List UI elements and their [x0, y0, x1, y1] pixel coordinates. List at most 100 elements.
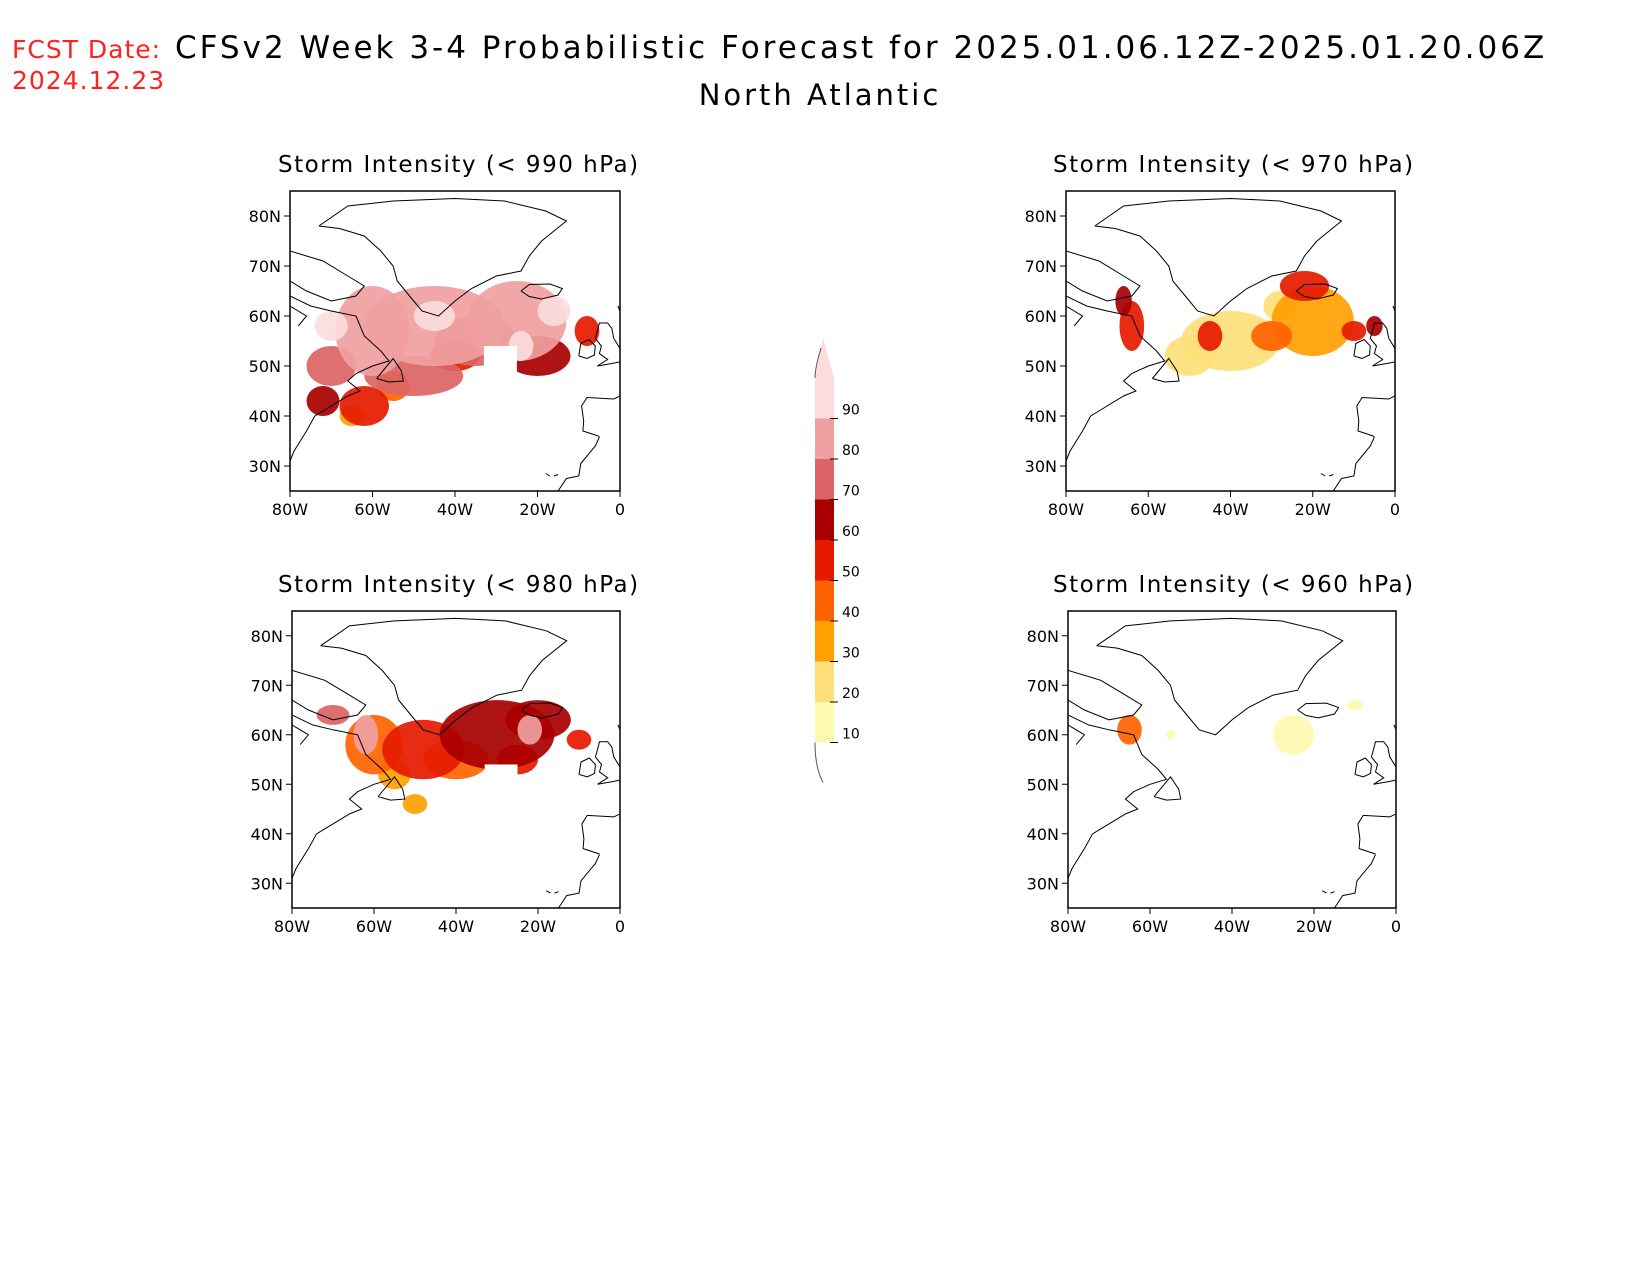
x-tick-label: 20W — [520, 917, 556, 936]
coastline — [1329, 474, 1334, 477]
coastline — [1320, 473, 1326, 477]
colorbar-swatch — [815, 621, 834, 662]
x-tick-label: 0 — [1390, 500, 1400, 519]
panel-title-970: Storm Intensity (< 970 hPa) — [1053, 152, 1415, 178]
x-tick-label: 80W — [1048, 500, 1084, 519]
x-tick-label: 80W — [274, 917, 310, 936]
coastline — [292, 714, 392, 879]
colorbar-swatch — [815, 499, 834, 540]
x-tick-label: 60W — [356, 917, 392, 936]
x-tick-label: 40W — [1212, 500, 1248, 519]
colorbar-label: 90 — [842, 403, 860, 419]
coastline — [1066, 250, 1141, 302]
probability-cell — [353, 714, 379, 755]
coastline — [578, 757, 596, 778]
coastline — [1297, 702, 1340, 719]
probability-cell — [1279, 271, 1330, 301]
x-tick-label: 80W — [1050, 917, 1086, 936]
probability-cell — [517, 714, 543, 745]
coastline — [292, 724, 310, 745]
y-tick-label: 30N — [1027, 874, 1059, 893]
y-tick-label: 60N — [1027, 726, 1059, 745]
coastline — [545, 473, 551, 477]
colorbar-edge — [814, 347, 822, 379]
coastline — [553, 474, 559, 477]
y-tick-label: 30N — [1025, 457, 1057, 476]
y-tick-label: 70N — [1025, 257, 1057, 276]
probability-cell — [1271, 286, 1354, 356]
x-tick-label: 0 — [1391, 917, 1401, 936]
probability-cell — [1117, 714, 1142, 745]
colorbar-label: 20 — [842, 686, 860, 702]
probability-cell — [467, 281, 567, 361]
y-tick-label: 80N — [1025, 207, 1057, 226]
probability-cell — [1197, 321, 1223, 351]
coastline — [1096, 617, 1344, 736]
y-tick-label: 30N — [249, 457, 281, 476]
coastline — [1334, 854, 1376, 908]
coastline — [1354, 757, 1372, 778]
colorbar-swatch — [815, 459, 834, 500]
coastline — [290, 250, 366, 302]
y-tick-label: 40N — [1025, 407, 1057, 426]
probability-cell — [1166, 729, 1175, 740]
colorbar-label: 30 — [842, 646, 860, 662]
x-tick-label: 20W — [1295, 500, 1331, 519]
probability-field-1 — [1066, 197, 1395, 491]
y-tick-label: 40N — [1027, 825, 1059, 844]
probability-cell — [566, 729, 592, 750]
map-panel-2: 80N 70N 60N 50N 40N 30N 80W 60W 40W 20W 0 — [251, 610, 625, 936]
coastline — [557, 436, 600, 491]
y-tick-label: 40N — [251, 825, 283, 844]
probability-cell — [306, 386, 340, 416]
coastline — [1369, 322, 1395, 367]
colorbar-swatch — [815, 418, 834, 459]
colorbar-label: 40 — [842, 605, 860, 621]
probability-cell — [316, 705, 350, 725]
y-tick-label: 80N — [249, 207, 281, 226]
coastline — [1330, 891, 1335, 894]
colorbar-top-wedge — [815, 338, 834, 378]
y-tick-label: 50N — [249, 357, 281, 376]
forecast-date-value: 2024.12.23 — [12, 66, 166, 95]
colorbar-swatch — [815, 540, 834, 581]
coastline — [581, 813, 620, 855]
probability-cell — [413, 301, 455, 331]
probability-cell — [335, 286, 410, 376]
y-tick-label: 60N — [249, 307, 281, 326]
coastline — [292, 669, 367, 721]
colorbar-bottom-edge — [814, 742, 824, 783]
coastline — [594, 322, 620, 367]
colorbar-swatch — [815, 378, 834, 419]
missing-data-cell — [483, 346, 517, 376]
y-tick-label: 30N — [251, 874, 283, 893]
probability-cell — [537, 296, 571, 326]
x-tick-label: 60W — [1130, 500, 1166, 519]
coastline — [1357, 813, 1396, 855]
map-panel-0: 80N 70N 60N 50N 40N 30N 80W 60W 40W 20W 0 — [249, 190, 625, 519]
y-tick-label: 80N — [251, 627, 283, 646]
colorbar-label: 50 — [842, 565, 860, 581]
coastline — [1353, 338, 1371, 360]
x-tick-label: 20W — [519, 500, 555, 519]
y-tick-label: 60N — [251, 726, 283, 745]
coastline — [1068, 714, 1168, 879]
coastline — [290, 305, 308, 327]
y-tick-label: 50N — [251, 775, 283, 794]
map-panel-3: 80N 70N 60N 50N 40N 30N 80W 60W 40W 20W 0 — [1027, 610, 1401, 936]
coastline — [1295, 283, 1339, 300]
region-title-text: North Atlantic — [698, 78, 942, 112]
forecast-date-block: FCST Date: 2024.12.23 — [12, 34, 165, 96]
map-frame — [1067, 610, 1397, 909]
coastline — [578, 338, 596, 360]
colorbar-swatch — [815, 661, 834, 702]
y-tick-label: 80N — [1027, 627, 1059, 646]
forecast-date-label: FCST Date: — [12, 35, 162, 64]
y-tick-label: 70N — [249, 257, 281, 276]
coastline — [581, 395, 620, 437]
panel-title-990: Storm Intensity (< 990 hPa) — [278, 152, 640, 178]
missing-data-cell — [484, 764, 518, 795]
x-tick-label: 40W — [437, 500, 473, 519]
map-panel-1: 80N 70N 60N 50N 40N 30N 80W 60W 40W 20W 0 — [1025, 190, 1400, 519]
coastline — [1094, 197, 1343, 317]
